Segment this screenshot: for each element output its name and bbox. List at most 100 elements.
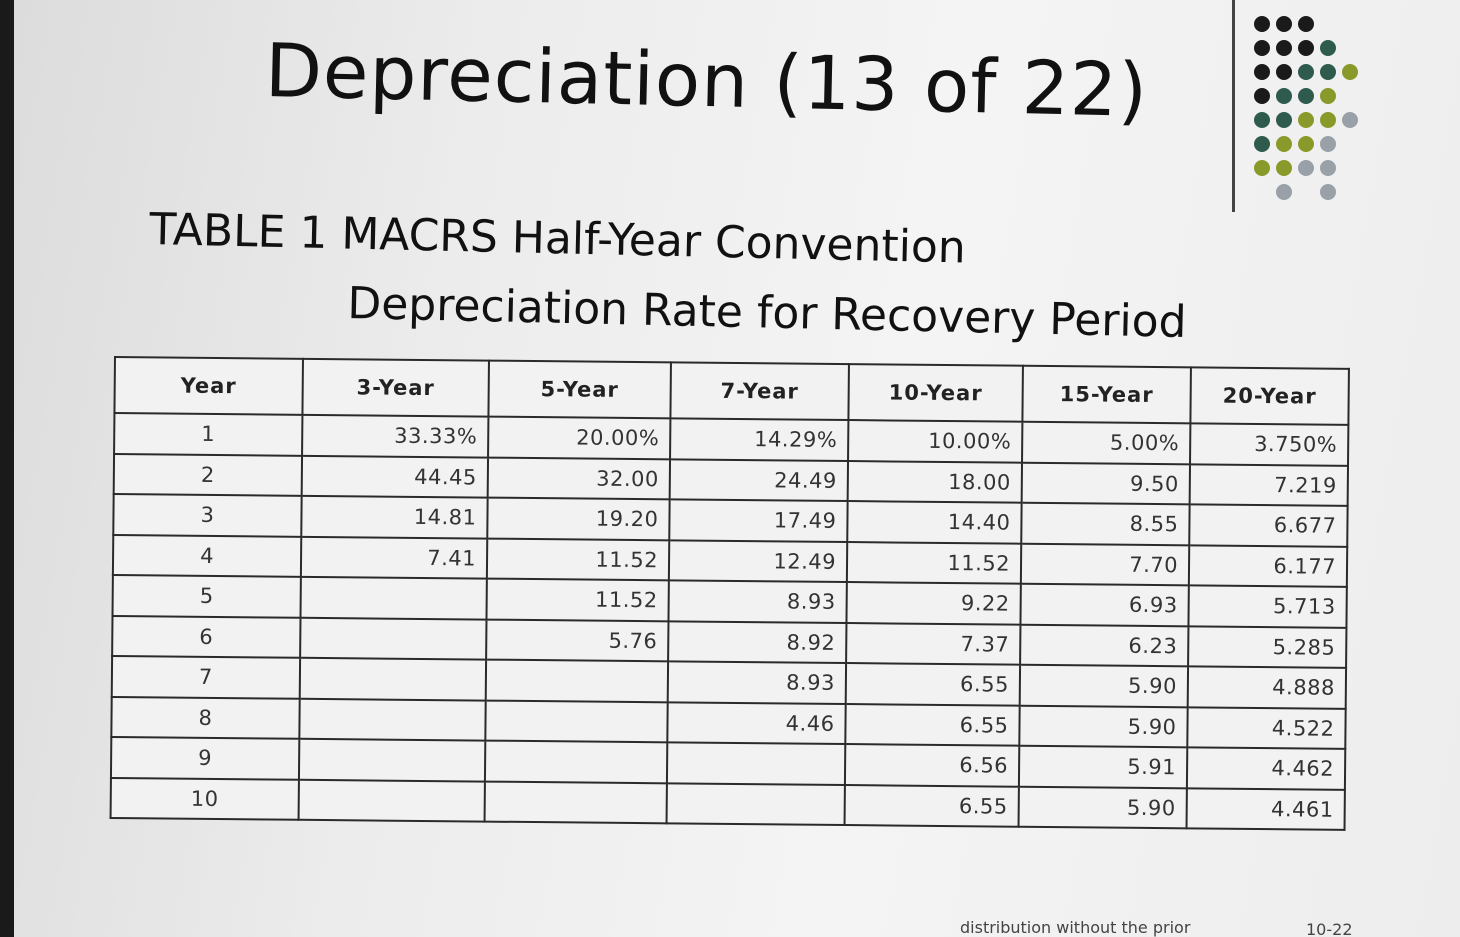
footer-copyright-text: distribution without the prior [960, 918, 1191, 937]
rate-cell [299, 657, 487, 701]
decoration-dot [1298, 112, 1314, 128]
header-20-year: 20-Year [1190, 367, 1349, 425]
rate-cell: 33.33% [302, 414, 489, 458]
dot-grid-decoration-icon [1254, 16, 1374, 211]
macrs-table-container: Year 3-Year 5-Year 7-Year 10-Year 15-Yea… [109, 356, 1350, 831]
rate-cell: 7.37 [846, 622, 1021, 665]
rate-cell [299, 698, 486, 741]
year-cell: 3 [113, 494, 302, 537]
year-cell: 10 [110, 777, 299, 820]
rate-cell: 11.52 [846, 541, 1022, 584]
decoration-dot [1276, 64, 1292, 80]
rate-cell: 5.285 [1188, 625, 1347, 668]
rate-cell: 8.93 [668, 580, 847, 623]
rate-cell: 8.55 [1021, 502, 1190, 545]
rate-cell: 3.750% [1190, 423, 1349, 466]
rate-cell: 4.461 [1186, 787, 1345, 830]
rate-cell: 6.55 [845, 703, 1020, 746]
rate-cell: 18.00 [847, 460, 1023, 503]
rate-cell [300, 617, 487, 660]
rate-cell: 7.70 [1020, 543, 1190, 586]
decoration-dot [1276, 184, 1292, 200]
decoration-dot [1254, 88, 1270, 104]
rate-cell: 32.00 [487, 457, 671, 500]
rate-cell: 5.90 [1018, 786, 1187, 829]
divider-line [1232, 0, 1235, 212]
year-cell: 8 [111, 696, 300, 739]
decoration-dot [1276, 16, 1292, 32]
rate-cell: 4.522 [1187, 706, 1346, 749]
rate-cell: 4.46 [667, 701, 846, 745]
decoration-dot [1320, 112, 1336, 128]
rate-cell: 17.49 [669, 499, 848, 542]
rate-cell: 14.81 [301, 495, 488, 539]
page-number: 10-22 [1306, 920, 1353, 937]
decoration-dot [1298, 136, 1314, 152]
table-subtitle: Depreciation Rate for Recovery Period [346, 278, 1188, 349]
decoration-dot [1298, 160, 1314, 176]
rate-cell [484, 740, 668, 783]
rate-cell: 7.41 [300, 536, 488, 579]
header-year: Year [114, 357, 303, 415]
decoration-dot [1254, 112, 1270, 128]
rate-cell: 4.462 [1186, 747, 1346, 790]
rate-cell: 6.677 [1189, 504, 1348, 547]
rate-cell [666, 782, 845, 826]
decoration-dot [1320, 88, 1336, 104]
rate-cell: 9.22 [846, 582, 1021, 625]
rate-cell [484, 781, 667, 824]
year-cell: 5 [112, 574, 301, 618]
decoration-dot [1320, 184, 1336, 200]
rate-cell [666, 742, 846, 785]
decoration-dot [1298, 40, 1314, 56]
decoration-dot [1254, 136, 1270, 152]
decoration-dot [1320, 136, 1336, 152]
decoration-dot [1342, 112, 1358, 128]
decoration-dot [1298, 16, 1314, 32]
decoration-dot [1276, 112, 1292, 128]
decoration-dot [1320, 64, 1336, 80]
rate-cell: 14.29% [670, 418, 849, 461]
rate-cell: 6.93 [1020, 583, 1189, 626]
year-cell: 7 [111, 655, 301, 699]
rate-cell: 11.52 [486, 538, 670, 581]
rate-cell [300, 576, 487, 620]
decoration-dot [1276, 40, 1292, 56]
slide: Depreciation (13 of 22) TABLE 1 MACRS Ha… [14, 0, 1460, 937]
rate-cell: 12.49 [668, 539, 848, 583]
header-10-year: 10-Year [848, 364, 1023, 422]
rate-cell: 44.45 [301, 455, 489, 498]
rate-cell: 5.91 [1018, 745, 1188, 788]
header-15-year: 15-Year [1022, 365, 1191, 424]
year-cell: 9 [110, 736, 300, 780]
rate-cell: 6.55 [845, 663, 1021, 706]
rate-cell: 20.00% [488, 416, 671, 459]
rate-cell: 24.49 [669, 458, 849, 502]
rate-cell [298, 738, 486, 782]
rate-cell: 11.52 [486, 578, 669, 621]
macrs-table: Year 3-Year 5-Year 7-Year 10-Year 15-Yea… [109, 356, 1350, 831]
rate-cell: 10.00% [848, 420, 1023, 463]
year-cell: 1 [114, 413, 303, 456]
rate-cell [485, 659, 669, 702]
rate-cell: 8.92 [668, 620, 847, 664]
decoration-dot [1342, 64, 1358, 80]
decoration-dot [1254, 64, 1270, 80]
decoration-dot [1254, 40, 1270, 56]
rate-cell [298, 779, 485, 822]
rate-cell: 6.177 [1188, 544, 1348, 587]
decoration-dot [1320, 40, 1336, 56]
rate-cell: 6.56 [844, 744, 1020, 787]
decoration-dot [1276, 160, 1292, 176]
decoration-dot [1320, 160, 1336, 176]
header-3-year: 3-Year [302, 358, 489, 417]
rate-cell: 5.713 [1188, 585, 1347, 628]
table-title: TABLE 1 MACRS Half-Year Convention [148, 204, 967, 274]
decoration-dot [1298, 64, 1314, 80]
year-cell: 6 [112, 615, 301, 658]
rate-cell: 19.20 [487, 497, 670, 540]
rate-cell: 9.50 [1021, 462, 1191, 505]
decoration-dot [1276, 88, 1292, 104]
rate-cell: 14.40 [847, 501, 1022, 544]
rate-cell: 6.55 [844, 784, 1019, 827]
